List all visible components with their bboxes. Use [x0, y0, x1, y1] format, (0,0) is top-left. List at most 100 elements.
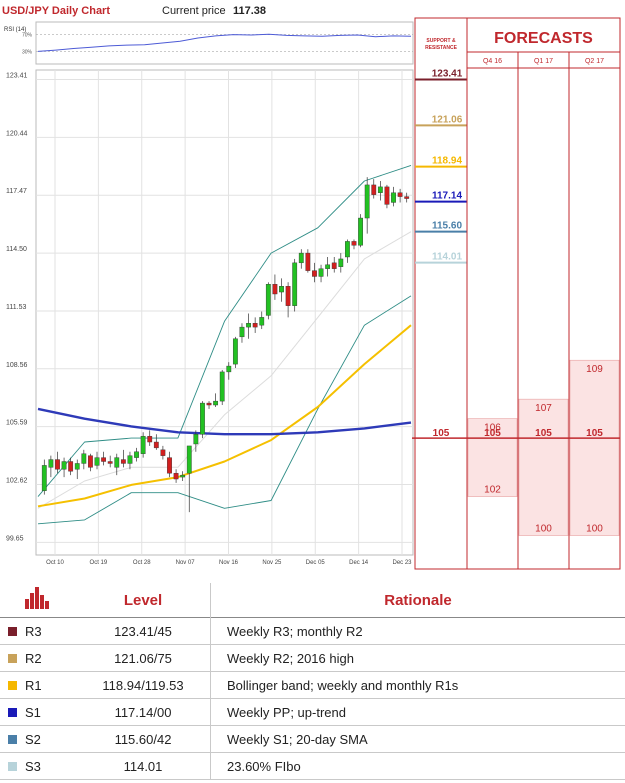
- level-code-cell: S1: [0, 699, 76, 726]
- candle-body: [94, 457, 100, 466]
- levels-table: Level Rationale R3 123.41/45 Weekly R3; mo…: [0, 583, 625, 780]
- x-tick-label: Dec 05: [306, 560, 326, 566]
- candle-body: [173, 472, 179, 480]
- y-tick-label: 114.50: [6, 246, 27, 253]
- level-label: 117.14: [432, 191, 462, 202]
- level-rationale: Weekly PP; up-trend: [227, 704, 346, 720]
- rsi-tick: 70%: [22, 33, 33, 39]
- candle-body: [358, 217, 363, 246]
- level-color-swatch: [8, 681, 17, 691]
- forecast-median: 105: [535, 428, 552, 439]
- current-level-label: 105: [433, 428, 450, 439]
- candle-body: [377, 186, 383, 193]
- bar-chart-icon-bar: [45, 601, 49, 609]
- forecast-high: 109: [586, 364, 603, 375]
- candle-body: [127, 455, 133, 464]
- bar-chart-icon: [25, 587, 49, 609]
- candle-body: [107, 461, 113, 464]
- candle-body: [180, 474, 186, 478]
- level-label: 118.94: [432, 156, 462, 167]
- candle-body: [147, 435, 153, 443]
- forecast-low: 102: [484, 485, 501, 496]
- candle-body: [246, 323, 251, 328]
- forecast-col-header: Q4 16: [483, 58, 502, 65]
- candle-body: [305, 252, 311, 271]
- y-tick-label: 111.53: [6, 304, 26, 311]
- chart-title: USD/JPY Daily Chart: [2, 5, 110, 17]
- candle-body: [140, 435, 146, 454]
- candle-body: [160, 449, 166, 456]
- level-code: S3: [25, 759, 41, 775]
- rsi-line: [37, 33, 412, 52]
- y-tick-label: 120.44: [6, 130, 28, 137]
- candle-body: [338, 258, 344, 267]
- candle-body: [404, 196, 410, 199]
- table-row: R1 118.94/119.53 Bollinger band; weekly an…: [0, 671, 625, 699]
- level-code-cell: R3: [0, 618, 76, 645]
- candle-body: [259, 317, 265, 326]
- candle-body: [312, 270, 317, 277]
- level-code-cell: S3: [0, 753, 76, 780]
- x-tick-label: Oct 19: [90, 560, 108, 566]
- bollinger-upper-line: [37, 164, 412, 497]
- level-color-swatch: [8, 654, 17, 664]
- candle-body: [272, 284, 278, 295]
- candle-body: [101, 457, 106, 462]
- level-label: 123.41: [432, 69, 463, 80]
- candle-body: [41, 465, 47, 491]
- level-value: 115.60/42: [76, 725, 211, 753]
- forecast-range-box: [467, 418, 518, 497]
- candle-body: [232, 338, 238, 365]
- level-value: 123.41/45: [76, 617, 211, 645]
- level-code: R1: [25, 678, 42, 694]
- x-tick-label: Dec 14: [349, 560, 369, 566]
- level-code-cell: S2: [0, 726, 76, 753]
- candle-body: [397, 192, 403, 197]
- candle-body: [213, 400, 219, 406]
- rsi-tick: 30%: [22, 49, 33, 55]
- candle-body: [384, 186, 390, 205]
- forecasts-title: FORECASTS: [494, 30, 593, 47]
- candle-body: [292, 262, 298, 306]
- level-rationale: 23.60% FIbo: [227, 758, 301, 774]
- candle-body: [114, 457, 120, 468]
- moving-average-line: [37, 324, 412, 508]
- rsi-frame: [35, 21, 414, 65]
- candle-body: [279, 286, 284, 293]
- table-row: R3 123.41/45 Weekly R3; monthly R2: [0, 617, 625, 645]
- table-row: R2 121.06/75 Weekly R2; 2016 high: [0, 644, 625, 672]
- level-code: R2: [25, 651, 42, 667]
- candle-body: [265, 284, 271, 316]
- bar-chart-icon-bar: [25, 599, 29, 609]
- candle-body: [371, 184, 377, 195]
- x-tick-label: Nov 25: [262, 560, 282, 566]
- candle-body: [81, 453, 87, 464]
- candle-body: [285, 286, 291, 306]
- sma-line: [37, 407, 412, 436]
- candle-body: [167, 457, 172, 474]
- forecast-col-header: Q1 17: [534, 58, 553, 65]
- candle-body: [331, 262, 337, 269]
- support-resistance-frame: [414, 17, 468, 570]
- forecast-low: 100: [535, 524, 552, 535]
- candle-body: [219, 371, 225, 402]
- candle-body: [153, 441, 159, 449]
- candle-body: [206, 402, 212, 406]
- candle-body: [68, 461, 74, 472]
- candle-body: [48, 459, 54, 468]
- level-color-swatch: [8, 708, 17, 718]
- level-code: S1: [25, 705, 41, 721]
- candle-body: [193, 434, 199, 445]
- forecast-median: 105: [586, 428, 603, 439]
- level-label: 114.01: [432, 252, 462, 263]
- bars-icon-cell: [0, 583, 76, 618]
- x-tick-label: Oct 28: [133, 560, 151, 566]
- level-rationale: Weekly R2; 2016 high: [227, 650, 354, 666]
- table-row: S1 117.14/00 Weekly PP; up-trend: [0, 698, 625, 726]
- support-label: SUPPORT &: [426, 38, 456, 44]
- level-rationale: Weekly R3; monthly R2: [227, 623, 363, 639]
- level-color-swatch: [8, 627, 17, 637]
- candle-body: [134, 451, 139, 458]
- candle-body: [351, 241, 357, 246]
